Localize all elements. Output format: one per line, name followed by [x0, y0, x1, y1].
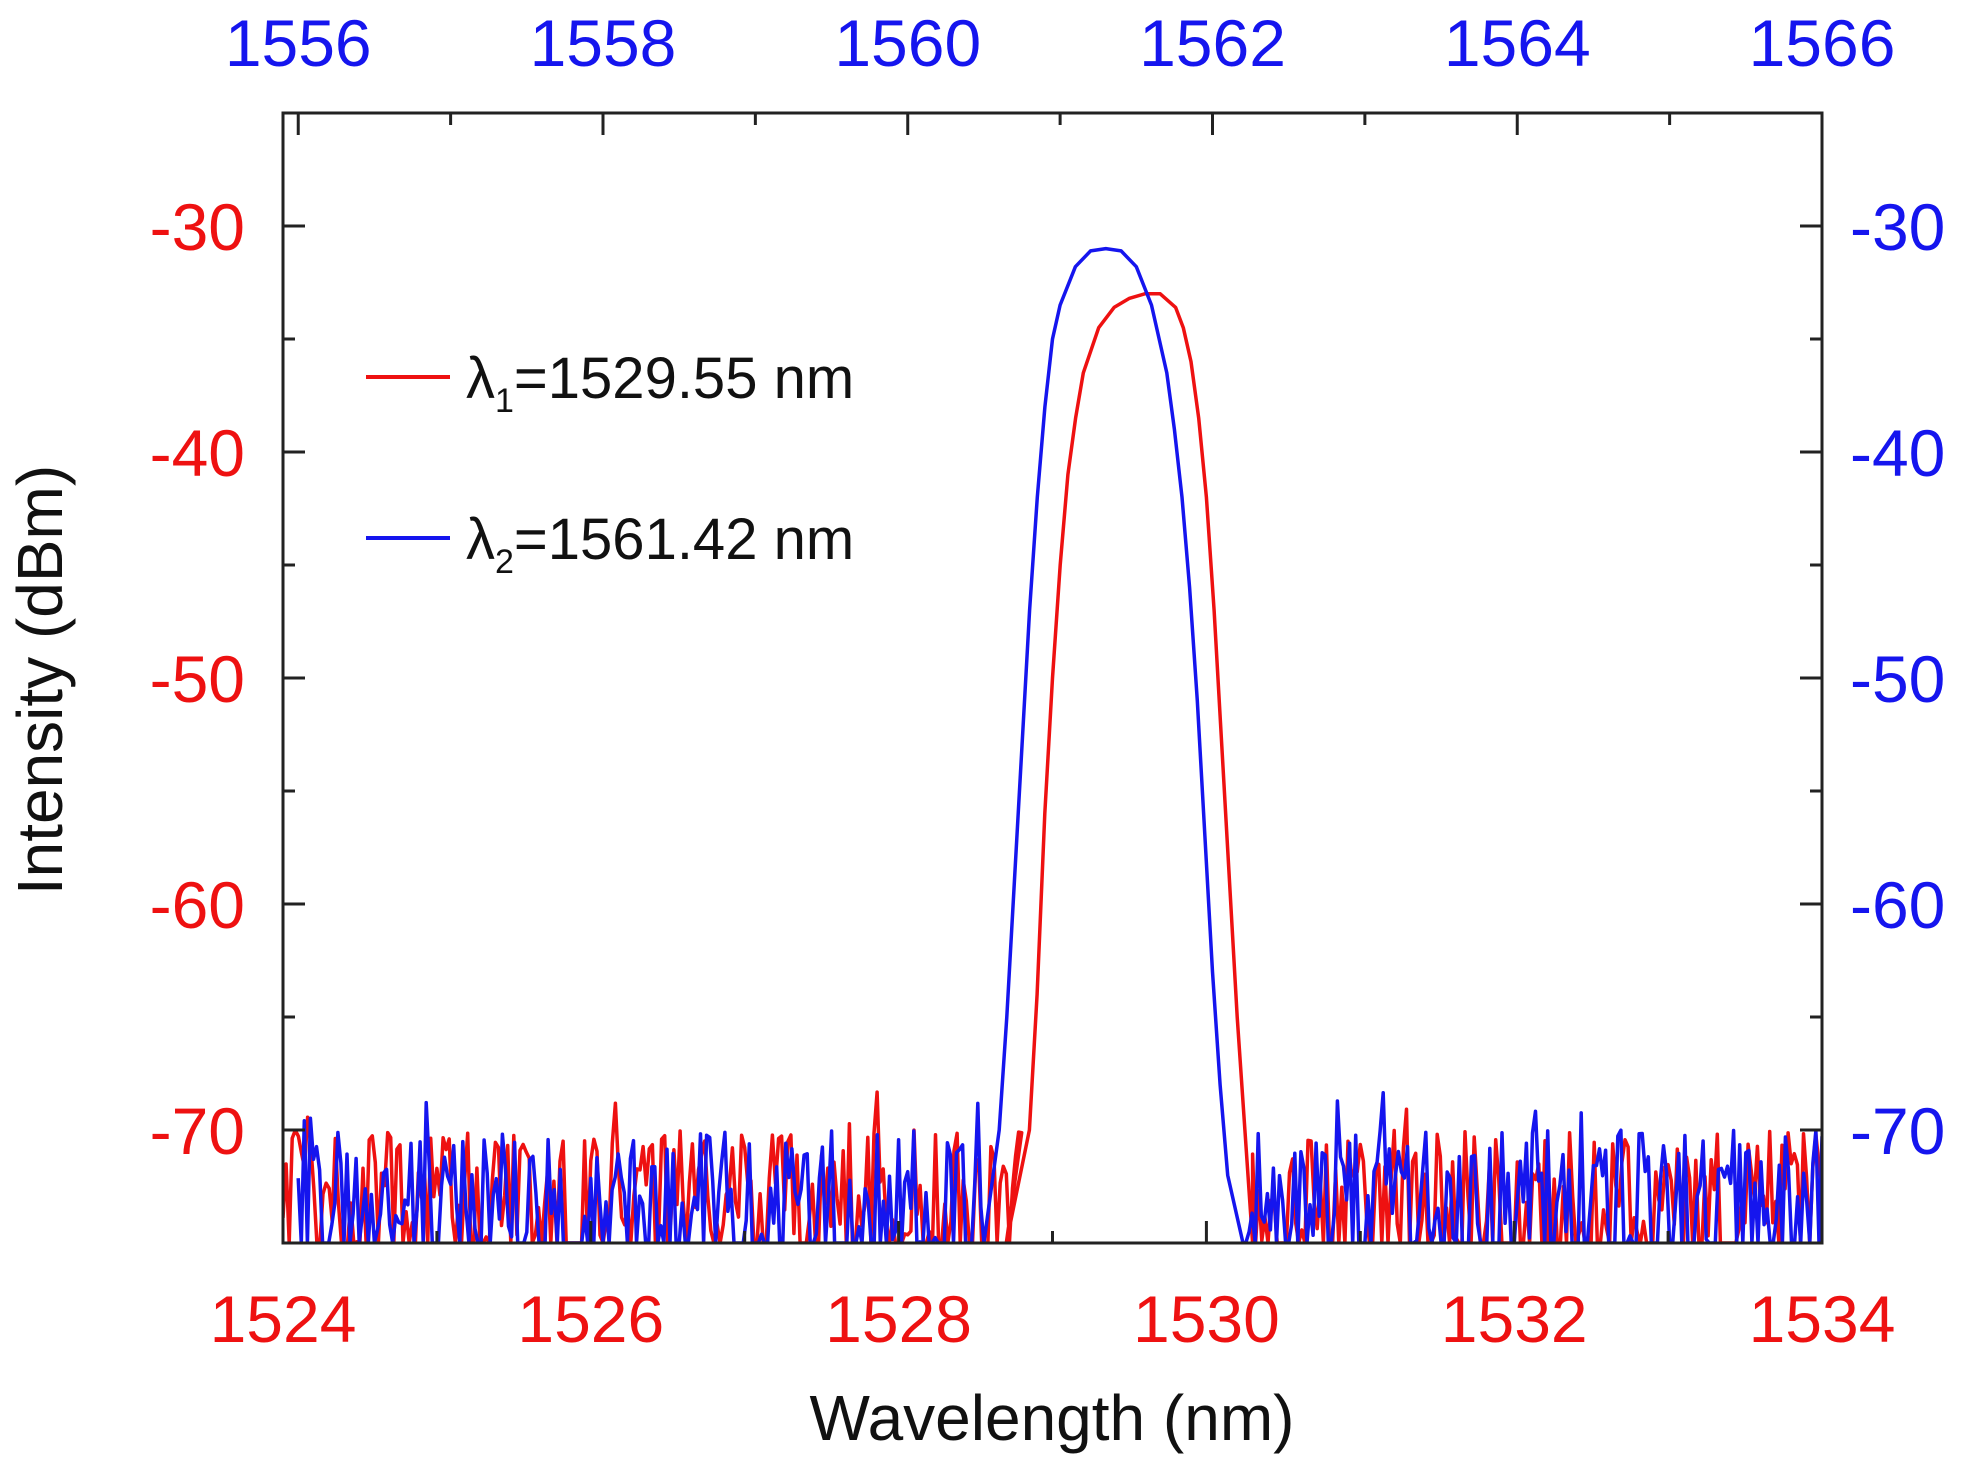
y-right-tick-label: -70	[1850, 1094, 1945, 1168]
x-top-tick-label: 1556	[225, 6, 372, 80]
legend-rest-1: =1529.55 nm	[514, 346, 854, 411]
y-right-tick-label: -40	[1850, 416, 1945, 490]
x-top-tick-label: 1562	[1139, 6, 1286, 80]
tick-labels: 1524 1526 1528 1530 1532 1534 1556 1558 1560 1562…	[150, 6, 1946, 1356]
legend-label-series-1: λ1=1529.55 nm	[466, 346, 854, 420]
x-top-tick-label: 1560	[834, 6, 981, 80]
legend-sub-1: 1	[495, 382, 514, 420]
x-bottom-tick-label: 1528	[825, 1282, 972, 1356]
legend-label-series-2: λ2=1561.42 nm	[466, 507, 854, 581]
y-left-tick-label: -70	[150, 1094, 245, 1168]
series-2	[296, 246, 1822, 1243]
x-top-tick-label: 1566	[1749, 6, 1896, 80]
y-right-tick-label: -30	[1850, 190, 1945, 264]
x-bottom-tick-label: 1534	[1749, 1282, 1896, 1356]
x-bottom-tick-label: 1524	[210, 1282, 357, 1356]
y-left-tick-label: -50	[150, 642, 245, 716]
x-axis-title: Wavelength (nm)	[810, 1382, 1295, 1454]
y-left-tick-label: -60	[150, 868, 245, 942]
legend-lambda-1: λ	[466, 346, 495, 411]
x-top-tick-label: 1564	[1444, 6, 1591, 80]
x-bottom-tick-label: 1530	[1133, 1282, 1280, 1356]
x-bottom-tick-label: 1526	[517, 1282, 664, 1356]
legend-rest-2: =1561.42 nm	[514, 507, 854, 572]
x-bottom-tick-label: 1532	[1441, 1282, 1588, 1356]
x-top-tick-label: 1558	[530, 6, 677, 80]
y-right-tick-label: -60	[1850, 868, 1945, 942]
y-right-tick-label: -50	[1850, 642, 1945, 716]
tick-marks	[281, 111, 1824, 1243]
y-axis-title: Intensity (dBm)	[4, 465, 76, 895]
legend: λ1=1529.55 nm λ2=1561.42 nm	[366, 346, 854, 581]
y-left-tick-label: -40	[150, 416, 245, 490]
series-line-2	[296, 246, 1822, 1243]
legend-sub-2: 2	[495, 543, 514, 581]
y-left-tick-label: -30	[150, 190, 245, 264]
legend-lambda-2: λ	[466, 507, 495, 572]
